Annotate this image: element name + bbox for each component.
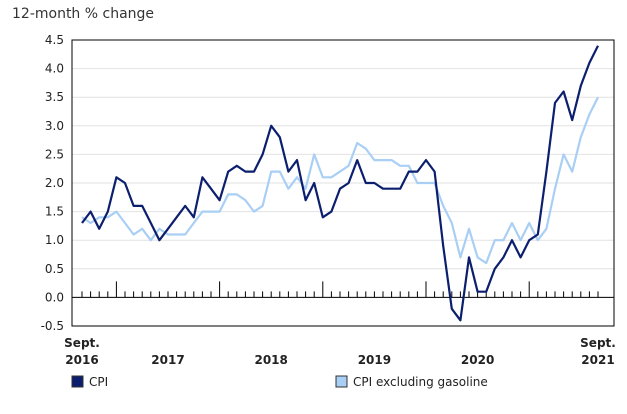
x-year-label: 2018	[254, 353, 287, 367]
x-year-label: 2020	[461, 353, 494, 367]
series-lines	[81, 45, 599, 322]
x-end-label: 2021	[581, 353, 614, 367]
y-tick-label: 0.0	[45, 290, 64, 304]
y-tick-label: 3.5	[45, 90, 64, 104]
y-tick-label: -0.5	[41, 319, 64, 333]
legend-label: CPI excluding gasoline	[353, 375, 488, 389]
gridlines	[72, 68, 614, 298]
series-line-cpi-excluding-gasoline	[81, 96, 599, 265]
legend: CPI CPI excluding gasoline	[71, 375, 488, 389]
x-tick-labels: 2017 2018 2019 2020 Sept. 2016 Sept. 2021	[64, 336, 616, 367]
y-axis-title: 12-month % change	[12, 6, 154, 22]
y-tick-label: 4.0	[45, 62, 64, 76]
series-line-cpi	[81, 45, 599, 322]
y-tick-label: 1.5	[45, 205, 64, 219]
x-start-label: Sept.	[64, 336, 100, 350]
x-year-label: 2017	[151, 353, 184, 367]
y-tick-label: 2.5	[45, 147, 64, 161]
y-tick-label: 4.5	[45, 33, 64, 47]
legend-swatch	[71, 375, 84, 388]
y-tick-label: 1.0	[45, 233, 64, 247]
x-year-label: 2019	[358, 353, 391, 367]
legend-swatch	[335, 375, 348, 388]
y-tick-label: 0.5	[45, 262, 64, 276]
y-tick-label: 3.0	[45, 119, 64, 133]
x-axis	[72, 281, 614, 298]
x-end-label: Sept.	[580, 336, 616, 350]
y-tick-label: 2.0	[45, 176, 64, 190]
y-tick-labels: 4.5 4.0 3.5 3.0 2.5 2.0 1.5 1.0 0.5 0.0 -0.5	[41, 33, 64, 333]
x-start-label: 2016	[65, 353, 98, 367]
plot-frame	[71, 39, 615, 327]
legend-label: CPI	[89, 375, 108, 389]
